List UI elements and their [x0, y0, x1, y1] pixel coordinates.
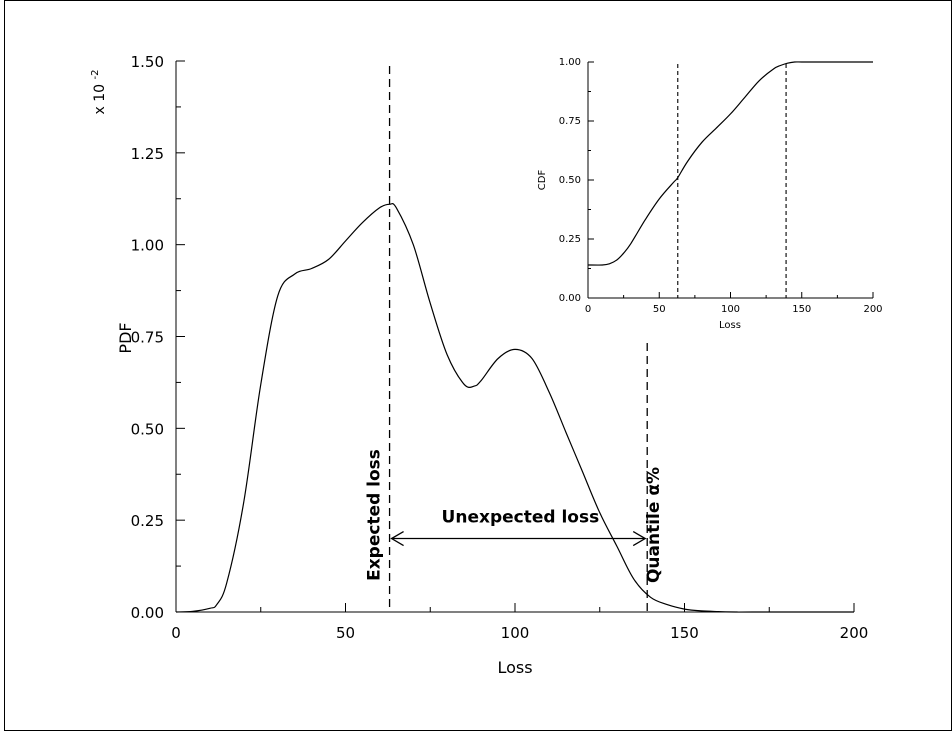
inset-ylabel: CDF [537, 170, 548, 191]
main-y-tick-label: 0.50 [131, 420, 164, 438]
inset-y-tick-label: 0.50 [559, 175, 581, 186]
arrow-head-right [632, 530, 647, 547]
inset-x-tick-label: 100 [721, 304, 740, 315]
inset-x-tick-label: 200 [863, 304, 882, 315]
inset-y-tick-label: 0.25 [559, 234, 581, 245]
scale-exponent: -2 [90, 70, 101, 80]
pdf-curve [175, 202, 854, 613]
main-y-tick-label: 0.00 [131, 604, 164, 622]
inset-y-tick-label: 1.00 [559, 57, 581, 68]
main-x-tick-label: 100 [501, 624, 530, 642]
inset-y-tick-label: 0.75 [559, 116, 581, 127]
main-x-tick-label: 0 [171, 624, 181, 642]
main-x-tick-label: 150 [670, 624, 699, 642]
inset-xlabel: Loss [719, 320, 741, 331]
inset-x-tick-label: 50 [653, 304, 666, 315]
unexpected-loss-label: Unexpected loss [442, 508, 600, 528]
main-ylabel: PDF [116, 322, 135, 353]
inset-x-tick-label: 0 [585, 304, 591, 315]
inset-y-tick-label: 0.00 [559, 293, 581, 304]
expected-loss-label: Expected loss [365, 449, 385, 581]
main-y-tick-label: 1.25 [131, 145, 164, 163]
main-xlabel: Loss [497, 658, 532, 677]
inset-x-tick-label: 150 [792, 304, 811, 315]
main-y-tick-label: 1.00 [131, 237, 164, 255]
main-x-tick-label: 50 [336, 624, 355, 642]
main-ticks: 0 50 100 150 200 0.00 0.25 0.50 0.75 1.00 1.25 1.50 [131, 53, 869, 642]
svg-text:x 10 -2: x 10 -2 [90, 70, 108, 115]
main-scale-label: x 10 -2 [90, 70, 108, 115]
main-x-tick-label: 200 [840, 624, 869, 642]
cdf-curve [587, 61, 873, 266]
main-y-tick-label: 0.75 [131, 329, 164, 347]
scale-base: x 10 [92, 84, 108, 115]
main-y-tick-label: 0.25 [131, 512, 164, 530]
inset-ticks: 0 50 100 150 200 0.00 0.25 0.50 0.75 1.00 [559, 57, 883, 315]
main-chart: 0 50 100 150 200 0.00 0.25 0.50 0.75 1.00 1.25 1.50… [90, 53, 868, 677]
arrow-head-left [390, 530, 404, 547]
main-y-tick-label: 1.50 [131, 53, 164, 71]
inset-chart: 0 50 100 150 200 0.00 0.25 0.50 0.75 1.00 Loss CD… [537, 57, 883, 331]
quantile-label: Quantile α% [644, 467, 664, 583]
